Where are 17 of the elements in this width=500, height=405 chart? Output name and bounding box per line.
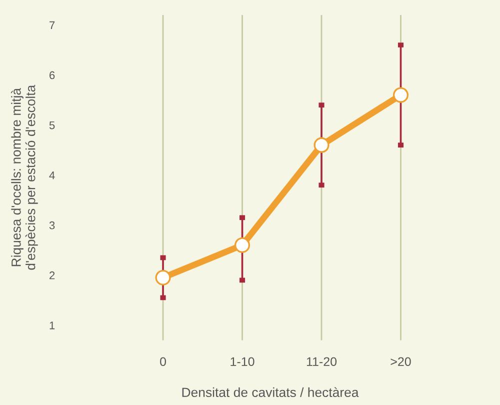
y-tick-label: 6	[50, 71, 55, 80]
point	[314, 137, 330, 153]
point	[234, 237, 250, 253]
y-tick-label: 5	[49, 121, 55, 130]
x-tick-label: 11-20	[306, 357, 337, 366]
y-axis-title: Riquesa d'ocells: nombre mitjà d'espècies per estació d'escolta	[10, 84, 38, 270]
y-tick-label: 2	[50, 271, 55, 280]
point	[392, 87, 409, 103]
x-tick-label: >20	[390, 357, 411, 366]
y-tick-label: 4	[49, 171, 55, 180]
x-axis-title: Densitat de cavitats / hectàrea	[182, 387, 359, 398]
x-tick-label: 1-10	[230, 357, 254, 366]
x-tick-label: 0	[160, 357, 166, 366]
point	[155, 270, 171, 286]
y-tick-label: 7	[50, 21, 55, 30]
y-tick-label: 3	[49, 221, 55, 230]
y-tick-label: 1	[50, 322, 55, 330]
